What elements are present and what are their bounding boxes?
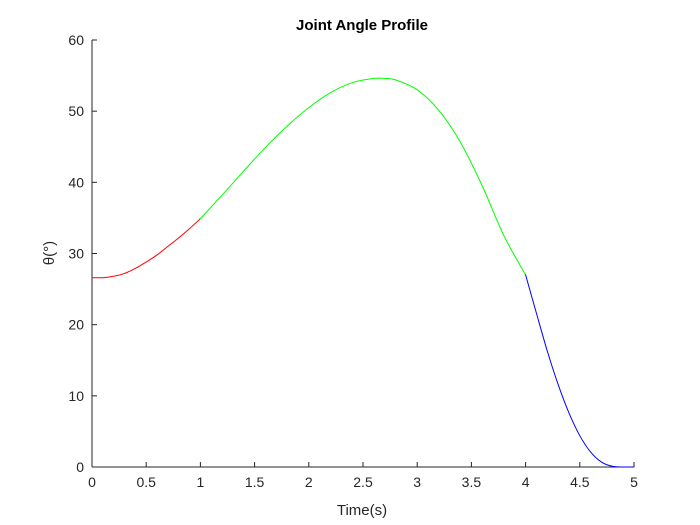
series-group [91, 77, 635, 468]
y-tick-label: 0 [76, 459, 84, 475]
x-tick-label: 1.5 [245, 474, 265, 490]
x-tick-label: 5 [630, 474, 638, 490]
y-tick-label: 20 [68, 317, 84, 333]
series-line-2 [199, 77, 527, 276]
y-tick-label: 40 [68, 174, 84, 190]
x-tick-label: 0 [88, 474, 96, 490]
x-tick-label: 1 [197, 474, 205, 490]
x-tick-label: 4 [522, 474, 530, 490]
chart-title: Joint Angle Profile [296, 17, 428, 34]
x-tick-label: 3.5 [462, 474, 482, 490]
y-tick-label: 60 [68, 32, 84, 48]
y-tick-label: 30 [68, 246, 84, 262]
x-tick-label: 3 [413, 474, 421, 490]
x-tick-label: 0.5 [136, 474, 156, 490]
y-axis-label: θ(°) [41, 241, 58, 265]
x-tick-label: 4.5 [570, 474, 590, 490]
series-line-1 [91, 218, 201, 279]
x-tick-label: 2.5 [353, 474, 373, 490]
y-tick-label: 10 [68, 388, 84, 404]
x-axis-label: Time(s) [337, 502, 387, 519]
y-tick-label: 50 [68, 103, 84, 119]
series-line-3 [525, 274, 635, 468]
x-tick-label: 2 [305, 474, 313, 490]
